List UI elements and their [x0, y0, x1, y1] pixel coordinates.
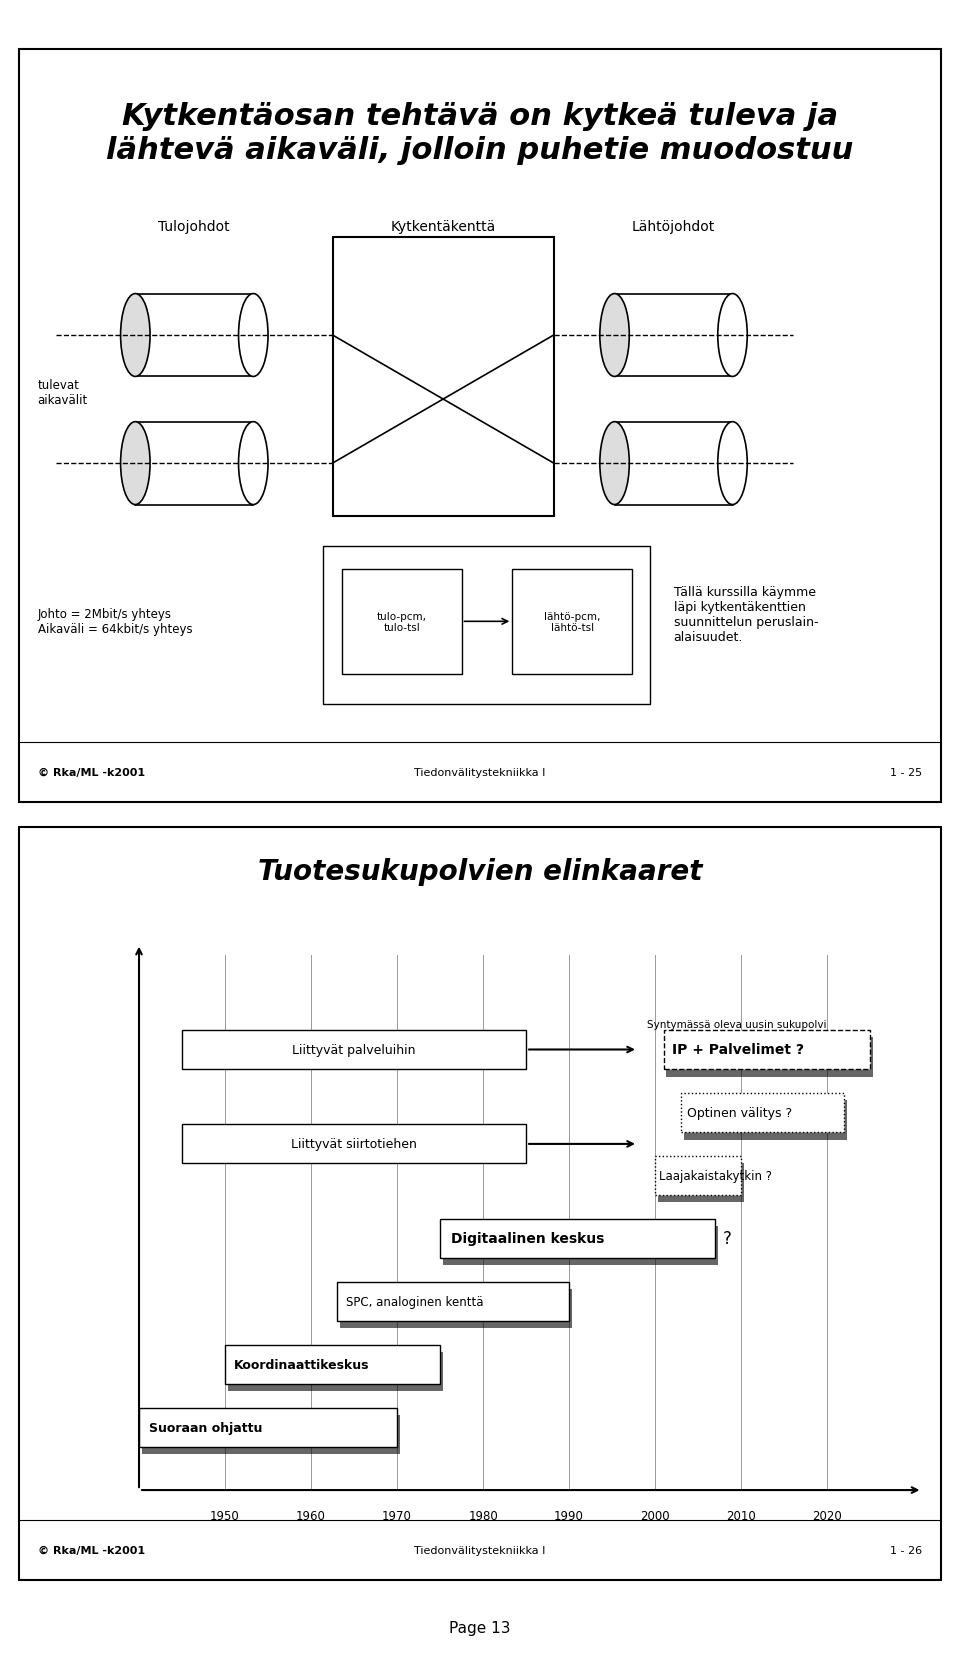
FancyBboxPatch shape: [614, 295, 732, 377]
FancyBboxPatch shape: [340, 1289, 572, 1329]
Text: 1 - 26: 1 - 26: [890, 1546, 923, 1556]
Text: Tiedonvälitystekniikka I: Tiedonvälitystekniikka I: [415, 768, 545, 778]
FancyBboxPatch shape: [443, 1226, 718, 1266]
FancyBboxPatch shape: [440, 1220, 715, 1258]
FancyBboxPatch shape: [681, 1094, 845, 1132]
Text: Koordinaattikeskus: Koordinaattikeskus: [233, 1357, 370, 1370]
Ellipse shape: [238, 295, 268, 377]
Text: tulo-pcm,
tulo-tsl: tulo-pcm, tulo-tsl: [376, 611, 426, 632]
FancyBboxPatch shape: [332, 238, 554, 516]
Text: SPC, analoginen kenttä: SPC, analoginen kenttä: [347, 1294, 484, 1307]
Text: Tuotesukupolvien elinkaaret: Tuotesukupolvien elinkaaret: [257, 857, 703, 885]
Text: Laajakaistakytkin ?: Laajakaistakytkin ?: [659, 1168, 772, 1182]
FancyBboxPatch shape: [666, 1038, 873, 1077]
Text: Page 13: Page 13: [449, 1620, 511, 1635]
Text: 1970: 1970: [382, 1509, 412, 1523]
FancyBboxPatch shape: [658, 1163, 744, 1203]
Ellipse shape: [600, 295, 630, 377]
Text: 1980: 1980: [468, 1509, 498, 1523]
FancyBboxPatch shape: [139, 1408, 397, 1446]
FancyBboxPatch shape: [655, 1157, 741, 1195]
FancyBboxPatch shape: [182, 1031, 526, 1069]
FancyBboxPatch shape: [182, 1125, 526, 1163]
Text: 1950: 1950: [210, 1509, 240, 1523]
Ellipse shape: [238, 422, 268, 505]
FancyBboxPatch shape: [142, 1415, 399, 1455]
Text: Tulojohdot: Tulojohdot: [158, 220, 230, 233]
Ellipse shape: [121, 295, 150, 377]
Text: tulevat
aikavälit: tulevat aikavälit: [37, 379, 88, 405]
Ellipse shape: [718, 422, 747, 505]
Text: 2000: 2000: [640, 1509, 670, 1523]
FancyBboxPatch shape: [513, 569, 632, 675]
FancyBboxPatch shape: [337, 1283, 569, 1321]
Text: Lähtöjohdot: Lähtöjohdot: [632, 220, 715, 233]
Text: Liittyvät siirtotiehen: Liittyvät siirtotiehen: [291, 1137, 417, 1150]
Text: © Rka/ML -k2001: © Rka/ML -k2001: [37, 1546, 145, 1556]
FancyBboxPatch shape: [342, 569, 462, 675]
Text: IP + Palvelimet ?: IP + Palvelimet ?: [672, 1043, 804, 1058]
Ellipse shape: [600, 422, 630, 505]
Text: Tiedonvälitystekniikka I: Tiedonvälitystekniikka I: [415, 1546, 545, 1556]
FancyBboxPatch shape: [135, 422, 253, 505]
Text: ?: ?: [723, 1230, 732, 1248]
Text: 1 - 25: 1 - 25: [890, 768, 923, 778]
Text: Kytkentäosan tehtävä on kytkeä tuleva ja
lähtevä aikaväli, jolloin puhetie muodo: Kytkentäosan tehtävä on kytkeä tuleva ja…: [107, 103, 853, 166]
Text: 2020: 2020: [812, 1509, 842, 1523]
Text: Optinen välitys ?: Optinen välitys ?: [687, 1106, 793, 1119]
Text: 1960: 1960: [296, 1509, 326, 1523]
Text: Suoraan ohjattu: Suoraan ohjattu: [150, 1420, 263, 1433]
Text: Kytkentäkenttä: Kytkentäkenttä: [391, 220, 495, 233]
Text: 1990: 1990: [554, 1509, 584, 1523]
FancyBboxPatch shape: [19, 828, 941, 1581]
Text: © Rka/ML -k2001: © Rka/ML -k2001: [37, 768, 145, 778]
FancyBboxPatch shape: [228, 1352, 443, 1392]
FancyBboxPatch shape: [135, 295, 253, 377]
FancyBboxPatch shape: [19, 50, 941, 803]
Text: Digitaalinen keskus: Digitaalinen keskus: [451, 1231, 605, 1246]
Text: lähtö-pcm,
lähtö-tsl: lähtö-pcm, lähtö-tsl: [544, 611, 600, 632]
Text: Syntymässä oleva uusin sukupolvi: Syntymässä oleva uusin sukupolvi: [647, 1019, 827, 1029]
Ellipse shape: [121, 422, 150, 505]
Text: Tällä kurssilla käymme
läpi kytkentäkenttien
suunnittelun peruslain-
alaisuudet.: Tällä kurssilla käymme läpi kytkentäkent…: [674, 586, 818, 644]
FancyBboxPatch shape: [225, 1346, 440, 1384]
FancyBboxPatch shape: [614, 422, 732, 505]
Text: Liittyvät palveluihin: Liittyvät palveluihin: [292, 1043, 416, 1056]
Ellipse shape: [718, 295, 747, 377]
FancyBboxPatch shape: [684, 1101, 847, 1140]
Text: 2010: 2010: [727, 1509, 756, 1523]
FancyBboxPatch shape: [663, 1031, 870, 1069]
Text: Johto = 2Mbit/s yhteys
Aikaväli = 64kbit/s yhteys: Johto = 2Mbit/s yhteys Aikaväli = 64kbit…: [37, 607, 192, 636]
